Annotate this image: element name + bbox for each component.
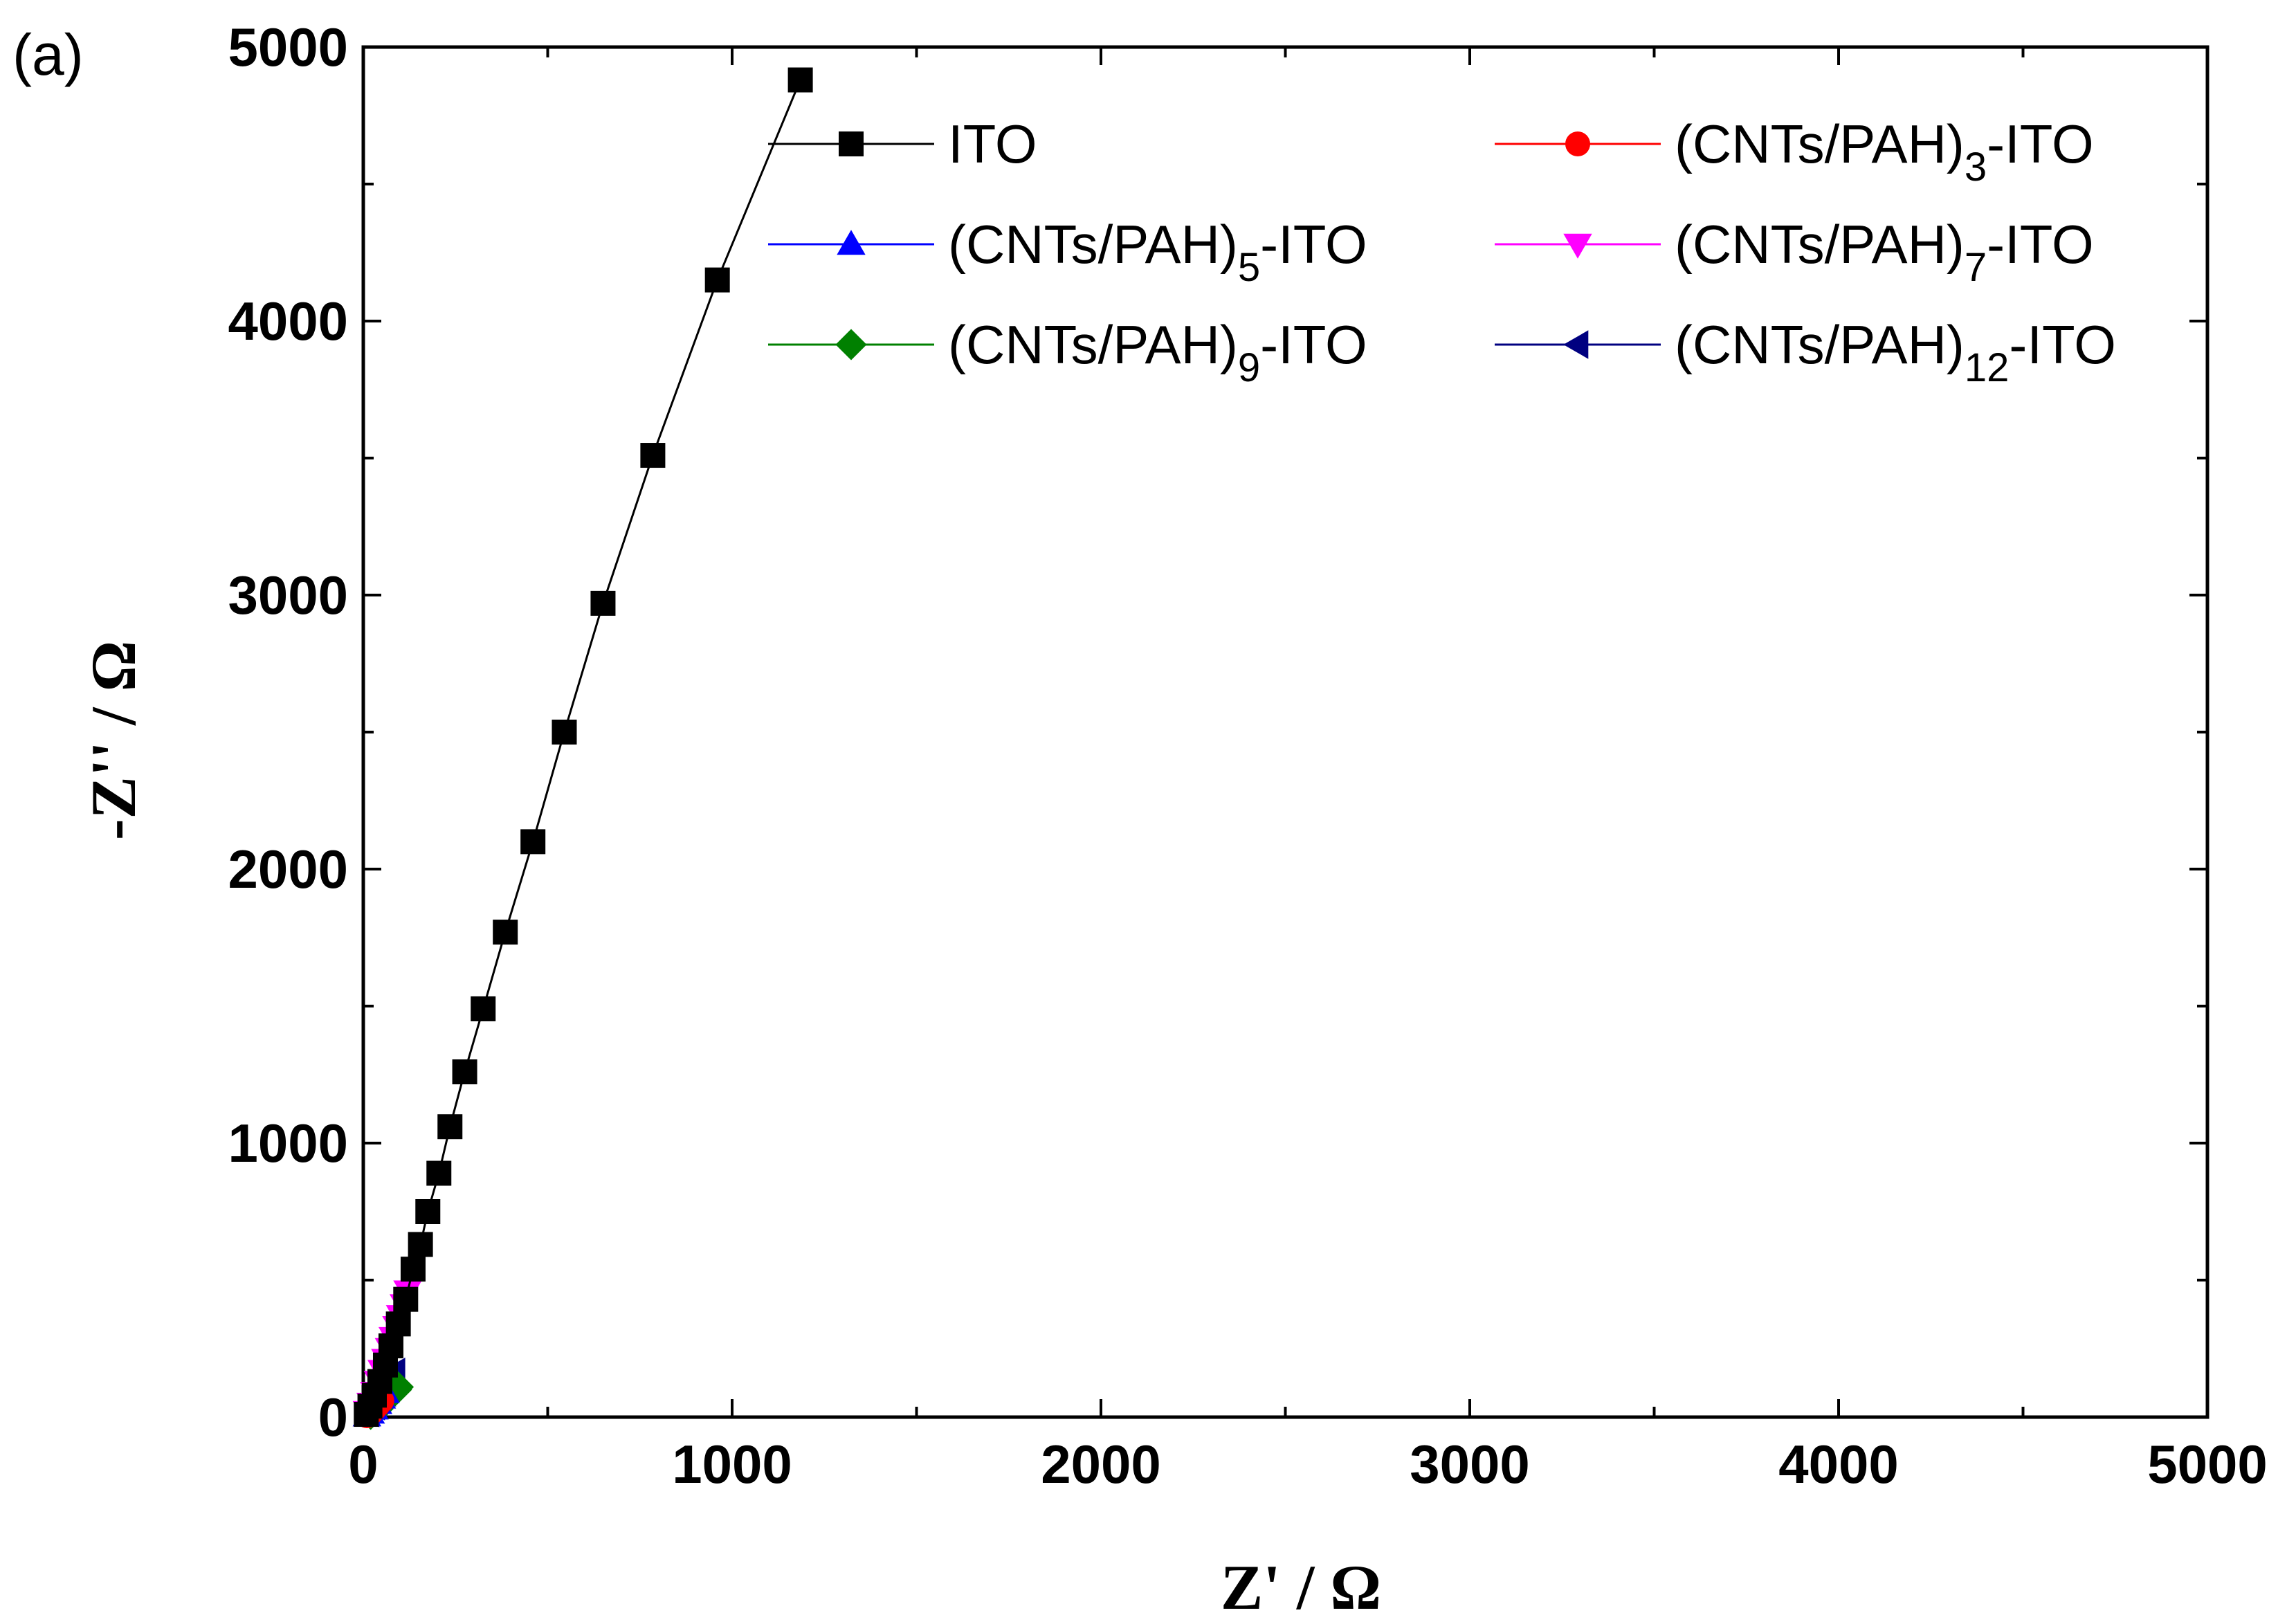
data-point xyxy=(452,1059,477,1085)
data-point xyxy=(426,1160,452,1186)
legend-marker xyxy=(835,329,867,361)
x-axis-title: Z' / Ω xyxy=(1221,1552,1381,1623)
data-point xyxy=(354,1402,379,1427)
y-axis-title: -Z'' / Ω xyxy=(78,641,149,840)
data-point xyxy=(408,1232,433,1257)
series-0 xyxy=(354,67,813,1427)
y-tick-label: 1000 xyxy=(228,1113,348,1174)
y-tick-label: 5000 xyxy=(228,17,348,77)
legend-item-4: (CNTs/PAH)9-ITO xyxy=(768,314,1367,390)
data-point xyxy=(437,1114,463,1140)
data-point xyxy=(787,67,813,93)
x-tick-label: 4000 xyxy=(1778,1434,1899,1495)
x-tick-label: 1000 xyxy=(672,1434,792,1495)
x-tick-label: 5000 xyxy=(2147,1434,2268,1495)
legend-marker xyxy=(837,230,866,255)
data-point xyxy=(415,1199,441,1224)
series-layer xyxy=(352,67,813,1430)
legend-label: (CNTs/PAH)3-ITO xyxy=(1675,113,2094,190)
legend-label: ITO xyxy=(948,113,1037,174)
data-point xyxy=(590,590,616,616)
data-point xyxy=(471,996,496,1021)
legend-marker xyxy=(1565,131,1590,156)
legend-item-2: (CNTs/PAH)5-ITO xyxy=(768,214,1367,290)
data-point xyxy=(393,1286,419,1312)
legend-item-1: (CNTs/PAH)3-ITO xyxy=(1495,113,2094,190)
legend-item-0: ITO xyxy=(768,113,1037,174)
legend-item-3: (CNTs/PAH)7-ITO xyxy=(1495,214,2094,290)
data-point xyxy=(493,920,518,945)
data-point xyxy=(400,1257,426,1282)
data-point xyxy=(640,443,666,468)
x-tick-label: 0 xyxy=(348,1434,378,1495)
legend-marker xyxy=(839,131,864,156)
data-point xyxy=(552,720,577,745)
legend-label: (CNTs/PAH)7-ITO xyxy=(1675,214,2094,290)
legend-marker xyxy=(1563,233,1592,259)
y-tick-label: 4000 xyxy=(228,291,348,352)
data-point xyxy=(385,1311,411,1337)
y-tick-label: 2000 xyxy=(228,839,348,900)
legend-label: (CNTs/PAH)5-ITO xyxy=(948,214,1367,290)
y-tick-label: 3000 xyxy=(228,565,348,626)
legend: ITO (CNTs/PAH)3-ITO (CNTs/PAH)5-ITO (CNTs/P… xyxy=(768,113,2116,390)
panel-label: (a) xyxy=(12,22,84,87)
axes-layer: 0 1000 2000 3000 4000 5000 0 1000 2000 3000 4000 50… xyxy=(228,17,2267,1495)
x-tick-label: 3000 xyxy=(1410,1434,1530,1495)
legend-label: (CNTs/PAH)9-ITO xyxy=(948,314,1367,390)
data-point xyxy=(520,829,546,855)
legend-label: (CNTs/PAH)12-ITO xyxy=(1675,314,2116,390)
x-tick-label: 2000 xyxy=(1041,1434,1161,1495)
legend-marker xyxy=(1563,330,1589,359)
legend-item-5: (CNTs/PAH)12-ITO xyxy=(1495,314,2116,390)
y-tick-label: 0 xyxy=(318,1387,348,1448)
data-point xyxy=(704,267,730,293)
